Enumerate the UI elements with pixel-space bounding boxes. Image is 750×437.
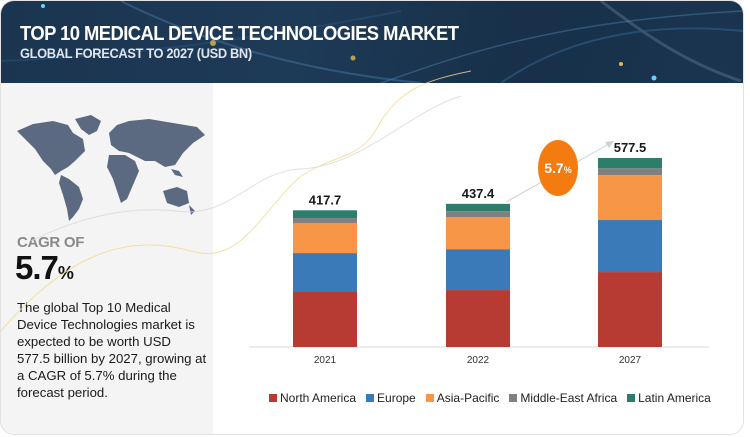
bar-segment-latin-america-2022 — [446, 203, 510, 212]
bar-segment-middle-east-africa-2022 — [446, 211, 510, 218]
legend-label: Latin America — [638, 391, 711, 405]
legend-swatch — [366, 394, 375, 402]
bar-segment-latin-america-2021 — [293, 210, 357, 219]
bar-total-label: 437.4 — [462, 186, 495, 201]
chart-title: TOP 10 MEDICAL DEVICE TECHNOLOGIES MARKE… — [20, 23, 459, 45]
cagr-callout-text: 5.7% — [544, 160, 571, 176]
legend-label: North America — [280, 391, 357, 405]
cagr-unit: % — [57, 263, 74, 283]
cagr-label: CAGR OF — [17, 234, 85, 251]
bar-segment-north-america-2027 — [598, 272, 662, 347]
bar-total-label: 577.5 — [614, 140, 647, 155]
legend-item: North America — [269, 391, 356, 405]
bar-total-label: 417.7 — [309, 192, 342, 207]
bar-segment-europe-2027 — [598, 220, 662, 273]
x-tick-label: 2027 — [619, 355, 642, 366]
legend-label: Middle-East Africa — [520, 391, 618, 405]
bar-segment-middle-east-africa-2021 — [293, 218, 357, 223]
x-tick-label: 2021 — [314, 355, 337, 366]
chart-legend: North America Europe Asia-Pacific Middle-Ea… — [269, 391, 711, 405]
chart-subtitle: GLOBAL FORECAST TO 2027 (USD BN) — [20, 45, 252, 61]
header-banner: TOP 10 MEDICAL DEVICE TECHNOLOGIES MARKE… — [1, 1, 743, 83]
bar-segment-asia-pacific-2022 — [446, 217, 510, 250]
world-map-icon — [17, 115, 205, 221]
legend-item: Europe — [366, 391, 416, 405]
cagr-number: 5.7 — [15, 249, 59, 286]
bar-segment-north-america-2022 — [446, 290, 510, 347]
legend-item: Middle-East Africa — [509, 391, 617, 405]
x-tick-label: 2022 — [467, 355, 490, 366]
banner-light-streaks — [1, 1, 743, 83]
growth-arrow-head — [605, 141, 614, 148]
legend-swatch — [269, 394, 277, 402]
market-description: The global Top 10 Medical Device Technol… — [17, 300, 207, 400]
decorative-curves — [1, 70, 472, 332]
legend-item: Asia-Pacific — [425, 391, 500, 405]
bar-segment-middle-east-africa-2027 — [598, 168, 662, 176]
cagr-callout-badge — [538, 140, 578, 196]
bar-segment-asia-pacific-2027 — [598, 175, 662, 221]
bar-segment-europe-2021 — [293, 253, 357, 293]
cagr-value: 5.7% — [15, 249, 74, 287]
bar-segment-latin-america-2027 — [598, 158, 662, 169]
legend-item: Latin America — [627, 391, 711, 405]
bar-segment-europe-2022 — [446, 249, 510, 291]
legend-swatch — [627, 394, 636, 402]
bar-segment-north-america-2021 — [293, 292, 357, 347]
legend-swatch — [425, 394, 434, 402]
legend-swatch — [509, 394, 518, 402]
legend-label: Europe — [377, 391, 416, 405]
legend-label: Asia-Pacific — [436, 391, 500, 405]
bar-segment-asia-pacific-2021 — [293, 222, 357, 254]
